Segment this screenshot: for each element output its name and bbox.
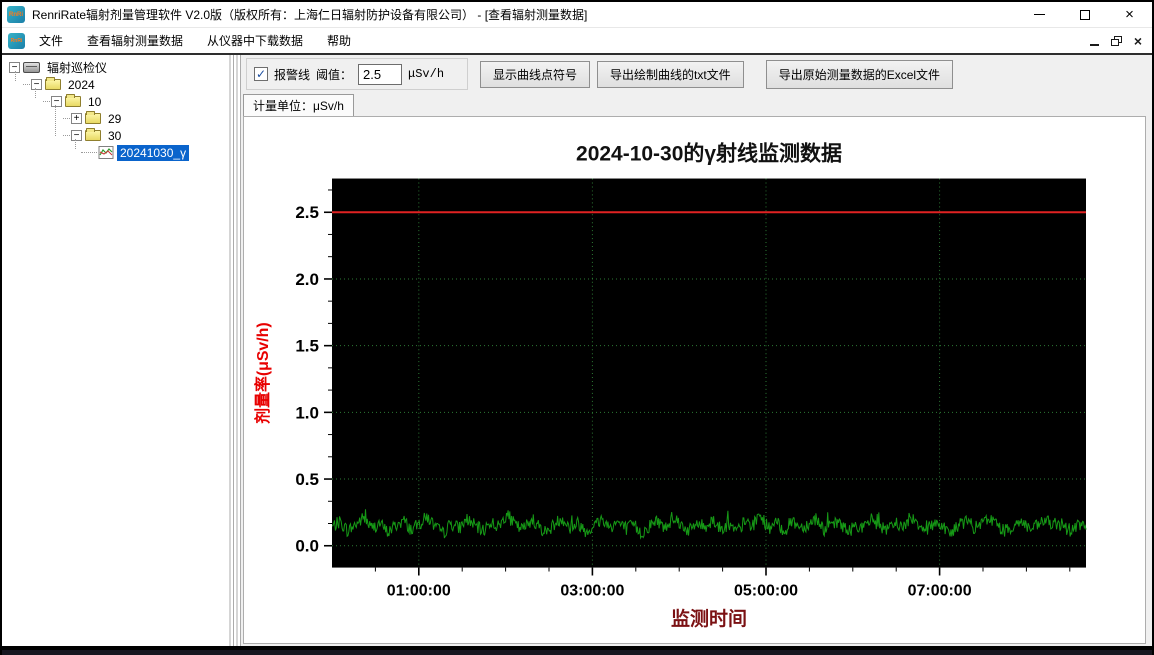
- svg-text:1.5: 1.5: [295, 337, 319, 356]
- tree-node-10[interactable]: − 10: [2, 93, 227, 110]
- window-bottom-strip: [2, 650, 1152, 655]
- tree-node-30[interactable]: − 30: [2, 127, 227, 144]
- folder-icon: [85, 128, 101, 141]
- menu-file[interactable]: 文件: [39, 34, 64, 48]
- panel-splitter[interactable]: [227, 55, 241, 646]
- expander-expand-icon[interactable]: +: [71, 113, 82, 124]
- tab-row: 计量单位：μSv/h: [241, 93, 1152, 116]
- show-curve-points-button[interactable]: 显示曲线点符号: [480, 60, 591, 88]
- device-tree-panel: − 辐射巡检仪 − 2024 − 10 + 29: [2, 55, 227, 646]
- instrument-icon: [23, 62, 40, 73]
- expander-collapse-icon[interactable]: −: [9, 62, 20, 73]
- svg-text:2024-10-30的γ射线监测数据: 2024-10-30的γ射线监测数据: [576, 142, 842, 166]
- tree-node-label[interactable]: 2024: [68, 77, 95, 92]
- threshold-unit-label: μSv/h: [408, 67, 445, 81]
- title-bar: RnRi RenriRate辐射剂量管理软件 V2.0版（版权所有：上海仁日辐射…: [2, 2, 1152, 28]
- folder-icon: [45, 77, 61, 90]
- chart-toolbar: ✓ 报警线 阈值： μSv/h 显示曲线点符号 导出绘制曲线的txt文件 导出原…: [241, 55, 1152, 93]
- child-restore-icon[interactable]: [1110, 35, 1122, 46]
- tree-connector: [15, 71, 16, 81]
- folder-icon: [85, 111, 101, 124]
- minimize-button[interactable]: [1017, 2, 1062, 27]
- maximize-button[interactable]: [1062, 2, 1107, 27]
- alarm-line-label: 报警线: [274, 67, 311, 82]
- menu-download-from-instrument[interactable]: 从仪器中下载数据: [207, 34, 304, 48]
- svg-text:03:00:00: 03:00:00: [560, 582, 624, 599]
- menu-view-measurement-data[interactable]: 查看辐射测量数据: [87, 34, 184, 48]
- threshold-label: 阈值：: [316, 67, 353, 82]
- gamma-monitoring-chart: 0.0 0.5 1.0 1.5 2.0 2.5 01:00:00 03:00:00 05:00:…: [253, 142, 1087, 630]
- tab-measurement-unit[interactable]: 计量单位：μSv/h: [243, 94, 354, 116]
- menu-bar: RnRi 文件 查看辐射测量数据 从仪器中下载数据 帮助 ×: [2, 28, 1152, 55]
- minimize-icon: [1034, 14, 1045, 15]
- tree-node-29[interactable]: + 29: [2, 110, 227, 127]
- document-logo-icon: RnRi: [8, 32, 25, 49]
- svg-text:1.0: 1.0: [295, 403, 319, 422]
- export-excel-button[interactable]: 导出原始测量数据的Excel文件: [765, 59, 954, 89]
- tree-node-label[interactable]: 29: [108, 111, 122, 126]
- content-panel: ✓ 报警线 阈值： μSv/h 显示曲线点符号 导出绘制曲线的txt文件 导出原…: [241, 55, 1152, 646]
- alarm-line-checkbox[interactable]: ✓: [254, 67, 268, 81]
- svg-text:剂量率(μSv/h): 剂量率(μSv/h): [253, 322, 272, 423]
- tree-connector: [75, 139, 76, 149]
- close-button[interactable]: ×: [1107, 2, 1152, 27]
- tree-node-label[interactable]: 10: [88, 94, 102, 109]
- tree-node-label[interactable]: 20241030_γ: [117, 144, 190, 161]
- child-close-icon[interactable]: ×: [1133, 32, 1142, 49]
- tree-node-dataset-20241030[interactable]: 20241030_γ: [2, 144, 227, 161]
- tree-node-root[interactable]: − 辐射巡检仪: [2, 59, 227, 76]
- svg-text:2.5: 2.5: [295, 203, 319, 222]
- app-logo-icon: RnRi: [7, 6, 25, 23]
- svg-text:监测时间: 监测时间: [671, 607, 747, 630]
- folder-icon: [65, 94, 81, 107]
- svg-text:07:00:00: 07:00:00: [908, 582, 972, 599]
- tree-connector: [55, 105, 56, 136]
- svg-text:05:00:00: 05:00:00: [734, 582, 798, 599]
- chart-file-icon: [98, 146, 114, 159]
- chart-area: 0.0 0.5 1.0 1.5 2.0 2.5 01:00:00 03:00:00 05:00:…: [243, 116, 1146, 644]
- threshold-input[interactable]: [358, 63, 403, 85]
- svg-text:0.5: 0.5: [295, 470, 319, 489]
- expander-collapse-icon[interactable]: −: [71, 130, 82, 141]
- expander-collapse-icon[interactable]: −: [51, 96, 62, 107]
- alarm-line-group: ✓ 报警线 阈值： μSv/h: [246, 58, 468, 90]
- tree-connector: [35, 88, 36, 98]
- tree-node-label[interactable]: 30: [108, 128, 122, 143]
- tree-node-2024[interactable]: − 2024: [2, 76, 227, 93]
- export-txt-button[interactable]: 导出绘制曲线的txt文件: [597, 60, 744, 88]
- tree-node-label[interactable]: 辐射巡检仪: [47, 61, 108, 75]
- svg-text:2.0: 2.0: [295, 270, 319, 289]
- expander-collapse-icon[interactable]: −: [31, 79, 42, 90]
- close-icon: ×: [1125, 6, 1134, 23]
- maximize-icon: [1079, 9, 1090, 20]
- menu-help[interactable]: 帮助: [327, 34, 352, 48]
- svg-text:0.0: 0.0: [295, 537, 319, 556]
- svg-text:01:00:00: 01:00:00: [387, 582, 451, 599]
- child-minimize-icon[interactable]: [1089, 43, 1099, 46]
- window-bottom-border: [2, 646, 1152, 650]
- window-title: RenriRate辐射剂量管理软件 V2.0版（版权所有：上海仁日辐射防护设备有…: [32, 8, 588, 22]
